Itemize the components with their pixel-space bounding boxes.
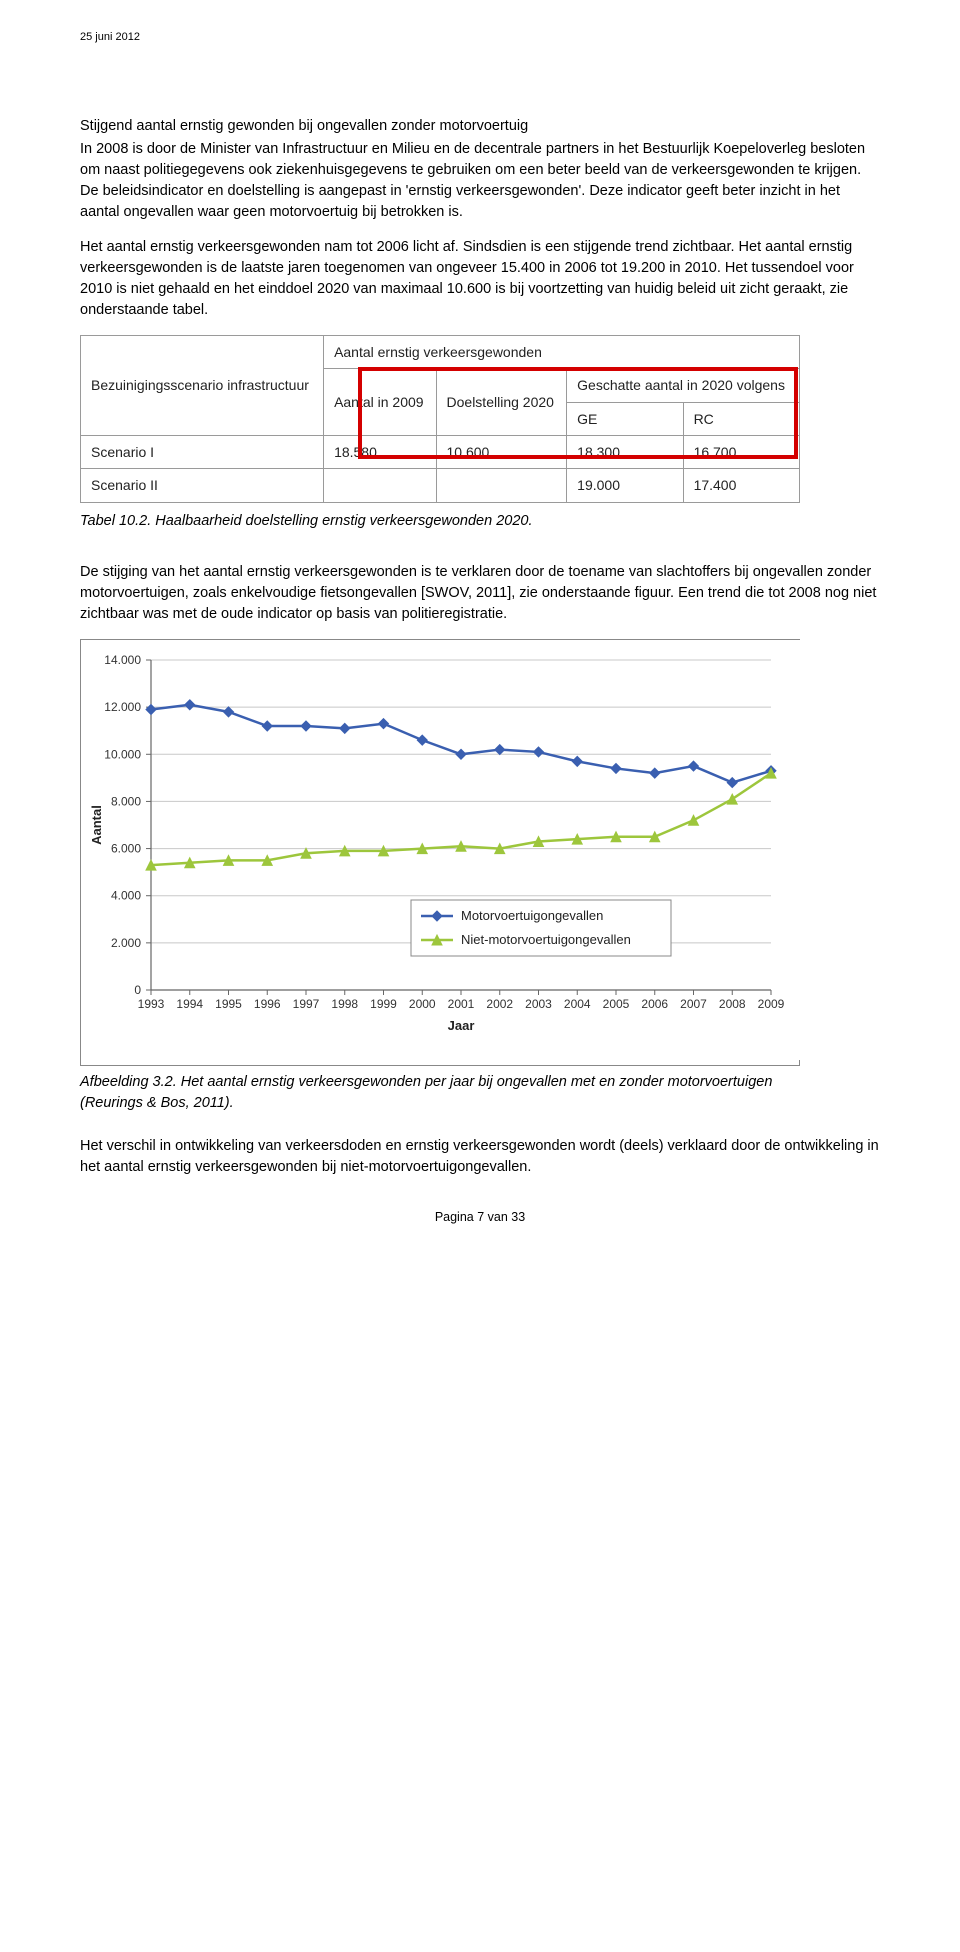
svg-text:4.000: 4.000 (111, 888, 141, 902)
cell-doel (436, 469, 567, 502)
th-aantal: Aantal in 2009 (324, 369, 436, 436)
line-chart: 0 2.000 4.000 6.000 8.000 10.000 12.000 14.000 1… (80, 639, 800, 1066)
th-doel: Doelstelling 2020 (436, 369, 567, 436)
svg-text:2007: 2007 (680, 997, 707, 1011)
svg-text:1996: 1996 (254, 997, 281, 1011)
svg-text:10.000: 10.000 (104, 747, 141, 761)
cell-label: Scenario I (81, 435, 324, 468)
th-ge: GE (567, 402, 683, 435)
svg-text:2001: 2001 (448, 997, 475, 1011)
cell-ge: 18.300 (567, 435, 683, 468)
paragraph-2: Het aantal ernstig verkeersgewonden nam … (80, 237, 880, 321)
svg-text:6.000: 6.000 (111, 841, 141, 855)
paragraph-3: De stijging van het aantal ernstig verke… (80, 562, 880, 625)
th-scenario: Bezuinigingsscenario infrastructuur (81, 336, 324, 436)
cell-rc: 17.400 (683, 469, 799, 502)
table-row: Scenario I 18.580 10.600 18.300 16.700 (81, 435, 800, 468)
scenario-table: Bezuinigingsscenario infrastructuur Aant… (80, 335, 800, 502)
cell-aantal (324, 469, 436, 502)
svg-text:2004: 2004 (564, 997, 591, 1011)
cell-doel: 10.600 (436, 435, 567, 468)
cell-aantal: 18.580 (324, 435, 436, 468)
svg-text:2009: 2009 (758, 997, 785, 1011)
chart-caption: Afbeelding 3.2. Het aantal ernstig verke… (80, 1072, 800, 1114)
svg-text:Aantal: Aantal (89, 805, 104, 845)
table-container: Bezuinigingsscenario infrastructuur Aant… (80, 335, 800, 502)
chart-svg: 0 2.000 4.000 6.000 8.000 10.000 12.000 14.000 1… (81, 640, 801, 1060)
svg-text:1999: 1999 (370, 997, 397, 1011)
cell-ge: 19.000 (567, 469, 683, 502)
cell-rc: 16.700 (683, 435, 799, 468)
paragraph-1: In 2008 is door de Minister van Infrastr… (80, 139, 880, 223)
svg-text:1994: 1994 (176, 997, 203, 1011)
page-date: 25 juni 2012 (80, 30, 880, 46)
th-super: Aantal ernstig verkeersgewonden (324, 336, 800, 369)
cell-label: Scenario II (81, 469, 324, 502)
svg-text:2003: 2003 (525, 997, 552, 1011)
paragraph-4: Het verschil in ontwikkeling van verkeer… (80, 1136, 880, 1178)
svg-text:2000: 2000 (409, 997, 436, 1011)
svg-text:0: 0 (134, 983, 141, 997)
svg-text:2006: 2006 (641, 997, 668, 1011)
svg-text:Motorvoertuigongevallen: Motorvoertuigongevallen (461, 908, 603, 923)
table-caption: Tabel 10.2. Haalbaarheid doelstelling er… (80, 511, 880, 532)
th-geschat: Geschatte aantal in 2020 volgens (567, 369, 800, 402)
svg-text:1993: 1993 (138, 997, 165, 1011)
th-rc: RC (683, 402, 799, 435)
svg-text:14.000: 14.000 (104, 653, 141, 667)
svg-text:2.000: 2.000 (111, 935, 141, 949)
svg-text:Niet-motorvoertuigongevallen: Niet-motorvoertuigongevallen (461, 932, 631, 947)
page-footer: Pagina 7 van 33 (80, 1208, 880, 1226)
svg-text:12.000: 12.000 (104, 700, 141, 714)
svg-text:1997: 1997 (293, 997, 320, 1011)
svg-text:1995: 1995 (215, 997, 242, 1011)
svg-text:2008: 2008 (719, 997, 746, 1011)
svg-text:Jaar: Jaar (448, 1018, 475, 1033)
svg-text:8.000: 8.000 (111, 794, 141, 808)
svg-text:1998: 1998 (331, 997, 358, 1011)
section-title: Stijgend aantal ernstig gewonden bij ong… (80, 116, 880, 137)
svg-text:2002: 2002 (486, 997, 513, 1011)
svg-text:2005: 2005 (603, 997, 630, 1011)
table-row: Scenario II 19.000 17.400 (81, 469, 800, 502)
